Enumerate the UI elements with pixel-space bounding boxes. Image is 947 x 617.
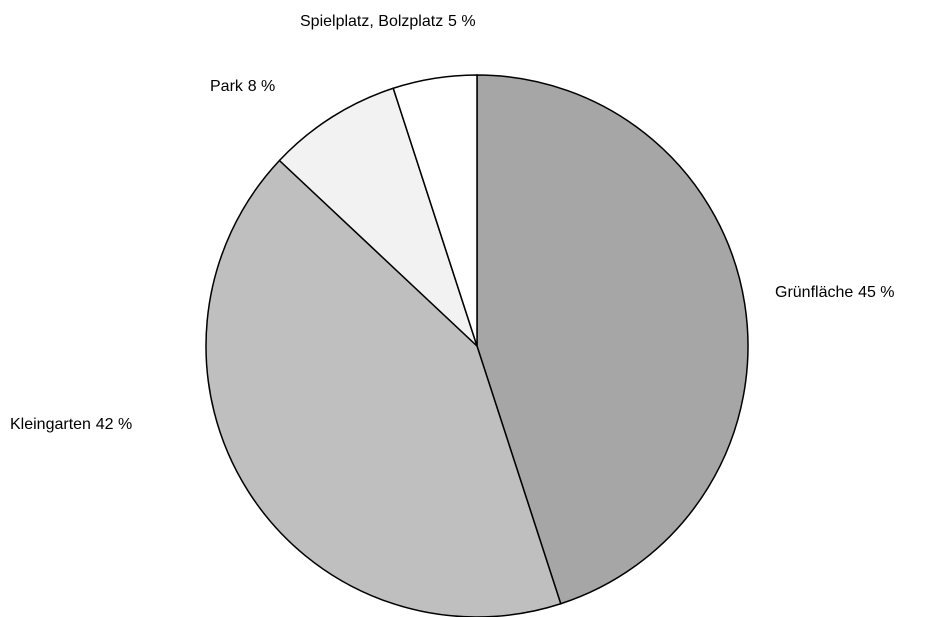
slice-name: Kleingarten — [10, 416, 91, 433]
slice-name: Park — [210, 78, 244, 95]
slice-label: Kleingarten 42 % — [10, 416, 132, 433]
slice-label: Grünfläche 45 % — [775, 284, 895, 301]
pie-slice — [278, 87, 478, 347]
pie-slice — [392, 74, 478, 347]
pie-slice — [205, 159, 562, 617]
slice-name: Spielplatz, Bolzplatz — [300, 13, 443, 30]
slice-label: Spielplatz, Bolzplatz 5 % — [300, 13, 476, 30]
slice-value: 5 % — [448, 13, 476, 30]
slice-value: 45 % — [858, 284, 894, 301]
slice-name: Grünfläche — [775, 284, 853, 301]
pie-slice — [476, 74, 749, 605]
slice-value: 42 % — [96, 416, 132, 433]
slice-value: 8 % — [248, 78, 276, 95]
slice-label: Park 8 % — [210, 78, 275, 95]
